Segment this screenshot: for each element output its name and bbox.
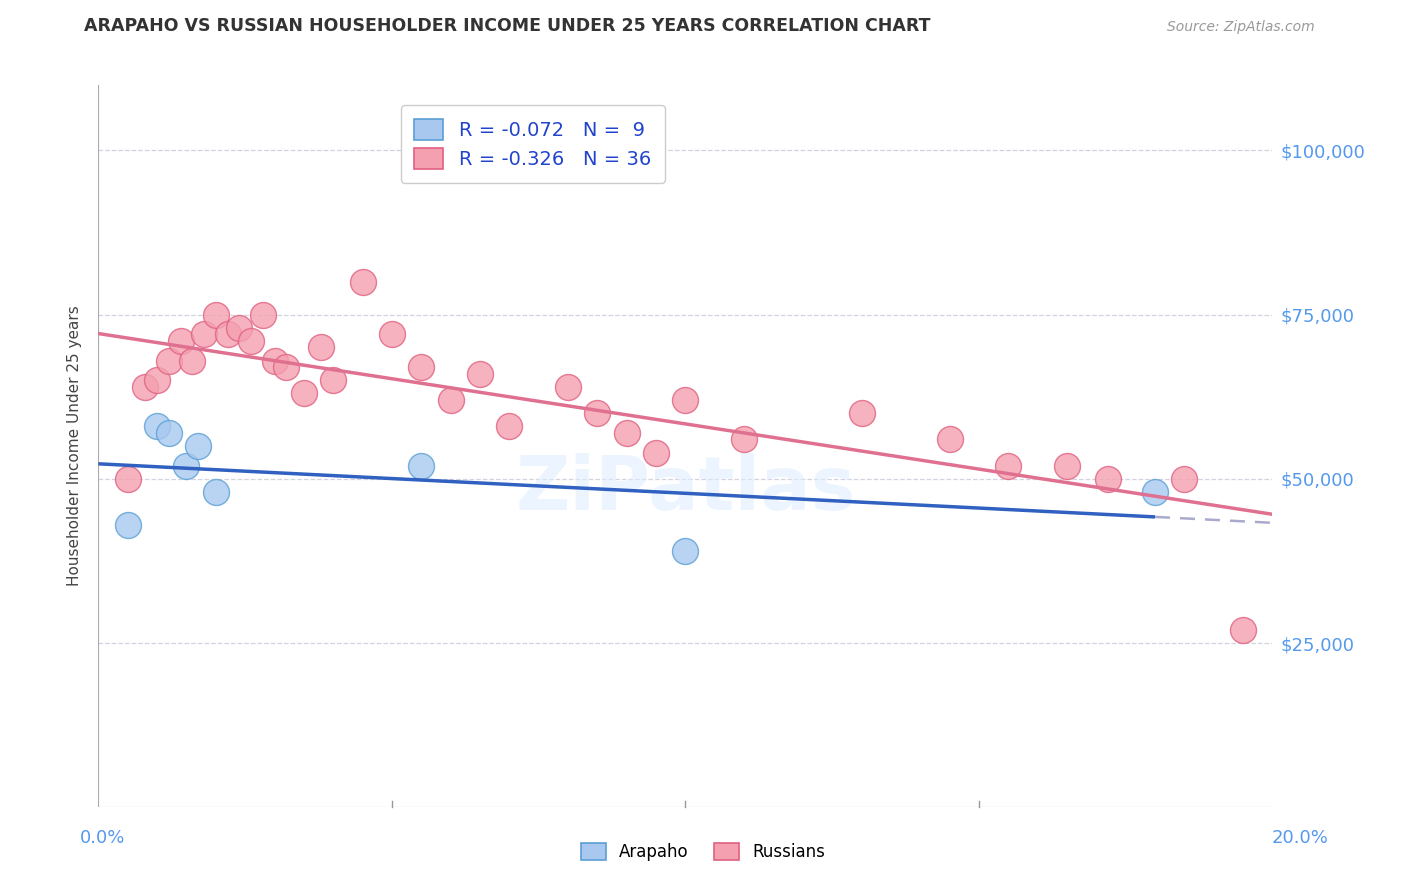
Point: [311, 341, 333, 355]
Point: [276, 360, 298, 375]
Point: [1232, 623, 1254, 637]
Point: [1056, 458, 1078, 473]
Point: [205, 308, 228, 322]
Point: [187, 439, 209, 453]
Point: [938, 433, 960, 447]
Point: [586, 406, 609, 420]
Text: ZiPatlas: ZiPatlas: [515, 453, 856, 526]
Point: [997, 458, 1019, 473]
Point: [851, 406, 873, 420]
Point: [146, 373, 169, 387]
Point: [616, 425, 638, 440]
Point: [146, 419, 169, 434]
Point: [117, 517, 139, 532]
Point: [557, 380, 579, 394]
Point: [263, 353, 285, 368]
Point: [468, 367, 491, 381]
Point: [1144, 485, 1167, 500]
Point: [1097, 472, 1119, 486]
Point: [733, 433, 755, 447]
Point: [217, 327, 239, 342]
Point: [675, 544, 697, 558]
Point: [176, 458, 198, 473]
Point: [181, 353, 204, 368]
Point: [675, 392, 697, 407]
Point: [157, 425, 180, 440]
Text: 20.0%: 20.0%: [1272, 829, 1329, 847]
Point: [439, 392, 461, 407]
Point: [292, 386, 315, 401]
Point: [157, 353, 180, 368]
Point: [411, 458, 433, 473]
Point: [645, 445, 668, 459]
Point: [381, 327, 404, 342]
Point: [205, 485, 228, 500]
Point: [228, 320, 250, 334]
Point: [169, 334, 191, 348]
Text: ARAPAHO VS RUSSIAN HOUSEHOLDER INCOME UNDER 25 YEARS CORRELATION CHART: ARAPAHO VS RUSSIAN HOUSEHOLDER INCOME UN…: [84, 17, 931, 35]
Point: [193, 327, 215, 342]
Text: Source: ZipAtlas.com: Source: ZipAtlas.com: [1167, 21, 1315, 34]
Point: [240, 334, 263, 348]
Legend: R = -0.072   N =  9, R = -0.326   N = 36: R = -0.072 N = 9, R = -0.326 N = 36: [401, 105, 665, 183]
Point: [252, 308, 274, 322]
Y-axis label: Householder Income Under 25 years: Householder Income Under 25 years: [67, 306, 83, 586]
Legend: Arapaho, Russians: Arapaho, Russians: [574, 836, 832, 868]
Point: [352, 275, 374, 289]
Point: [322, 373, 344, 387]
Point: [498, 419, 520, 434]
Point: [1173, 472, 1195, 486]
Text: 0.0%: 0.0%: [80, 829, 125, 847]
Point: [411, 360, 433, 375]
Point: [134, 380, 156, 394]
Point: [117, 472, 139, 486]
